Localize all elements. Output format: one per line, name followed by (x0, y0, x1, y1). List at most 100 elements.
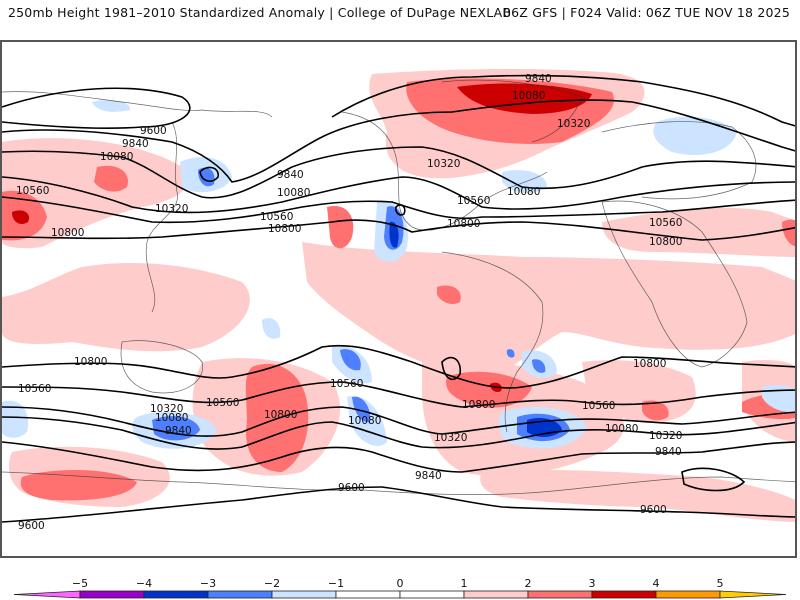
contour-label: 10080 (155, 412, 188, 424)
colorbar-extend-high (719, 590, 787, 599)
colorbar-tick: 4 (653, 577, 660, 590)
anomaly-neg-1 (653, 116, 737, 156)
contour-label: 10080 (507, 186, 540, 198)
contour-10800-nh (2, 219, 795, 241)
anomaly-neg-2 (506, 349, 515, 358)
contour-label: 10080 (100, 151, 133, 163)
coastline-europe (601, 121, 757, 200)
anomaly-shading (2, 68, 795, 522)
colorbar-box-1_2 (463, 590, 529, 599)
contour-closed-high-s-pac (441, 356, 462, 381)
anomaly-pos-2 (20, 470, 137, 501)
colorbar-tick: −3 (200, 577, 216, 590)
contour-label: 10080 (512, 90, 545, 102)
contour-label: 10560 (330, 378, 363, 390)
anomaly-pos-2 (642, 400, 669, 421)
contour-label: 10560 (582, 400, 615, 412)
contour-label: 10800 (51, 227, 84, 239)
contour-9840-nh (2, 99, 795, 183)
contour-10560-sh (2, 381, 795, 408)
chart-title: 250mb Height 1981–2010 Standardized Anom… (8, 5, 512, 20)
contour-label: 10800 (268, 223, 301, 235)
anomaly-neg-2 (152, 416, 200, 441)
contour-label: 10560 (260, 211, 293, 223)
coastline-north-america (341, 111, 548, 231)
contour-label: 9840 (525, 73, 552, 85)
anomaly-neg-1 (92, 99, 131, 112)
contour-closed-low-baja (395, 204, 406, 216)
contour-label: 10800 (74, 356, 107, 368)
contour-label: 10320 (649, 430, 682, 442)
colorbar-tick: −4 (136, 577, 152, 590)
contour-label: 10080 (605, 423, 638, 435)
colorbar-box--3_-2 (207, 590, 273, 599)
contour-9600-nh (2, 87, 191, 129)
colorbar-legend: −5 −4 −3 −2 −1 0 1 2 3 4 5 (13, 577, 787, 599)
contour-10320-nh (2, 176, 795, 214)
anomaly-neg-1 (2, 400, 28, 438)
colorbar-boxes (13, 590, 787, 599)
coastline-australia (120, 340, 203, 394)
colorbar-box-2_3 (527, 590, 593, 599)
colorbar-ticks: −5 −4 −3 −2 −1 0 1 2 3 4 5 (72, 577, 724, 590)
contour-labels: 9600 9840 10080 10560 10320 10800 9840 1… (16, 73, 682, 532)
contour-label: 9600 (338, 482, 365, 494)
contour-label: 10560 (18, 383, 51, 395)
contour-label: 10800 (447, 218, 480, 230)
coastline-greenland (441, 79, 583, 143)
anomaly-pos-1 (480, 469, 795, 522)
contour-label: 9840 (415, 470, 442, 482)
colorbar-extend-low (13, 590, 81, 599)
colorbar-box-3_4 (591, 590, 657, 599)
contour-label: 10800 (462, 399, 495, 411)
colorbar-tick: −5 (72, 577, 88, 590)
anomaly-neg-2 (352, 396, 371, 423)
anomaly-pos-1 (602, 207, 795, 257)
anomaly-pos-3 (12, 210, 30, 224)
contour-label: 10080 (277, 187, 310, 199)
contour-label: 9600 (18, 520, 45, 532)
contour-10560-nh (2, 196, 795, 224)
contour-label: 9840 (165, 425, 192, 437)
anomaly-neg-2 (532, 359, 546, 373)
colorbar-box--4_-3 (143, 590, 209, 599)
contour-9600-sh (2, 486, 795, 523)
anomaly-neg-1 (502, 170, 547, 194)
anomaly-pos-1 (582, 360, 696, 423)
anomaly-pos-2 (327, 206, 354, 249)
contour-label: 10320 (155, 203, 188, 215)
anomaly-neg-1 (262, 317, 281, 339)
map-panel: 9600 9840 10080 10560 10320 10800 9840 1… (0, 40, 797, 558)
contour-label: 9600 (640, 504, 667, 516)
coastline-africa (601, 200, 748, 368)
anomaly-pos-2 (437, 285, 461, 305)
contour-label: 10320 (557, 118, 590, 130)
contour-label: 10320 (150, 403, 183, 415)
anomaly-pos-1 (302, 242, 795, 374)
contour-label: 9840 (277, 169, 304, 181)
colorbar-tick: −2 (264, 577, 280, 590)
colorbar-tick: 2 (525, 577, 532, 590)
anomaly-pos-1 (2, 262, 250, 352)
colorbar-tick: −1 (328, 577, 344, 590)
contour-10320-sh (2, 406, 795, 437)
contour-label: 10560 (16, 185, 49, 197)
colorbar-box-4_5 (655, 590, 721, 599)
coastline-south-america (441, 251, 544, 433)
colorbar-tick: 1 (461, 577, 468, 590)
contour-closed-low-nw-pac (199, 166, 219, 182)
contour-label: 10320 (427, 158, 460, 170)
contour-10080-sh (2, 416, 795, 450)
colorbar-box--1_0 (335, 590, 401, 599)
contour-10080-nh (2, 146, 795, 199)
colorbar-tick: 0 (397, 577, 404, 590)
contour-label: 9600 (140, 125, 167, 137)
contour-label: 9840 (122, 138, 149, 150)
contour-9600-nh-2 (331, 74, 795, 127)
contour-label: 10800 (633, 358, 666, 370)
anomaly-neg-1 (762, 385, 795, 413)
contour-label: 10320 (434, 432, 467, 444)
contour-label: 10560 (206, 397, 239, 409)
colorbar-box--2_-1 (271, 590, 337, 599)
contour-label: 9840 (655, 446, 682, 458)
